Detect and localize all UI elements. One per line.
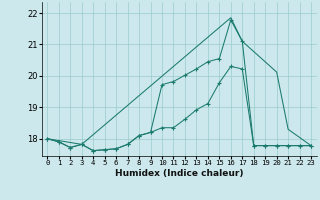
X-axis label: Humidex (Indice chaleur): Humidex (Indice chaleur): [115, 169, 244, 178]
